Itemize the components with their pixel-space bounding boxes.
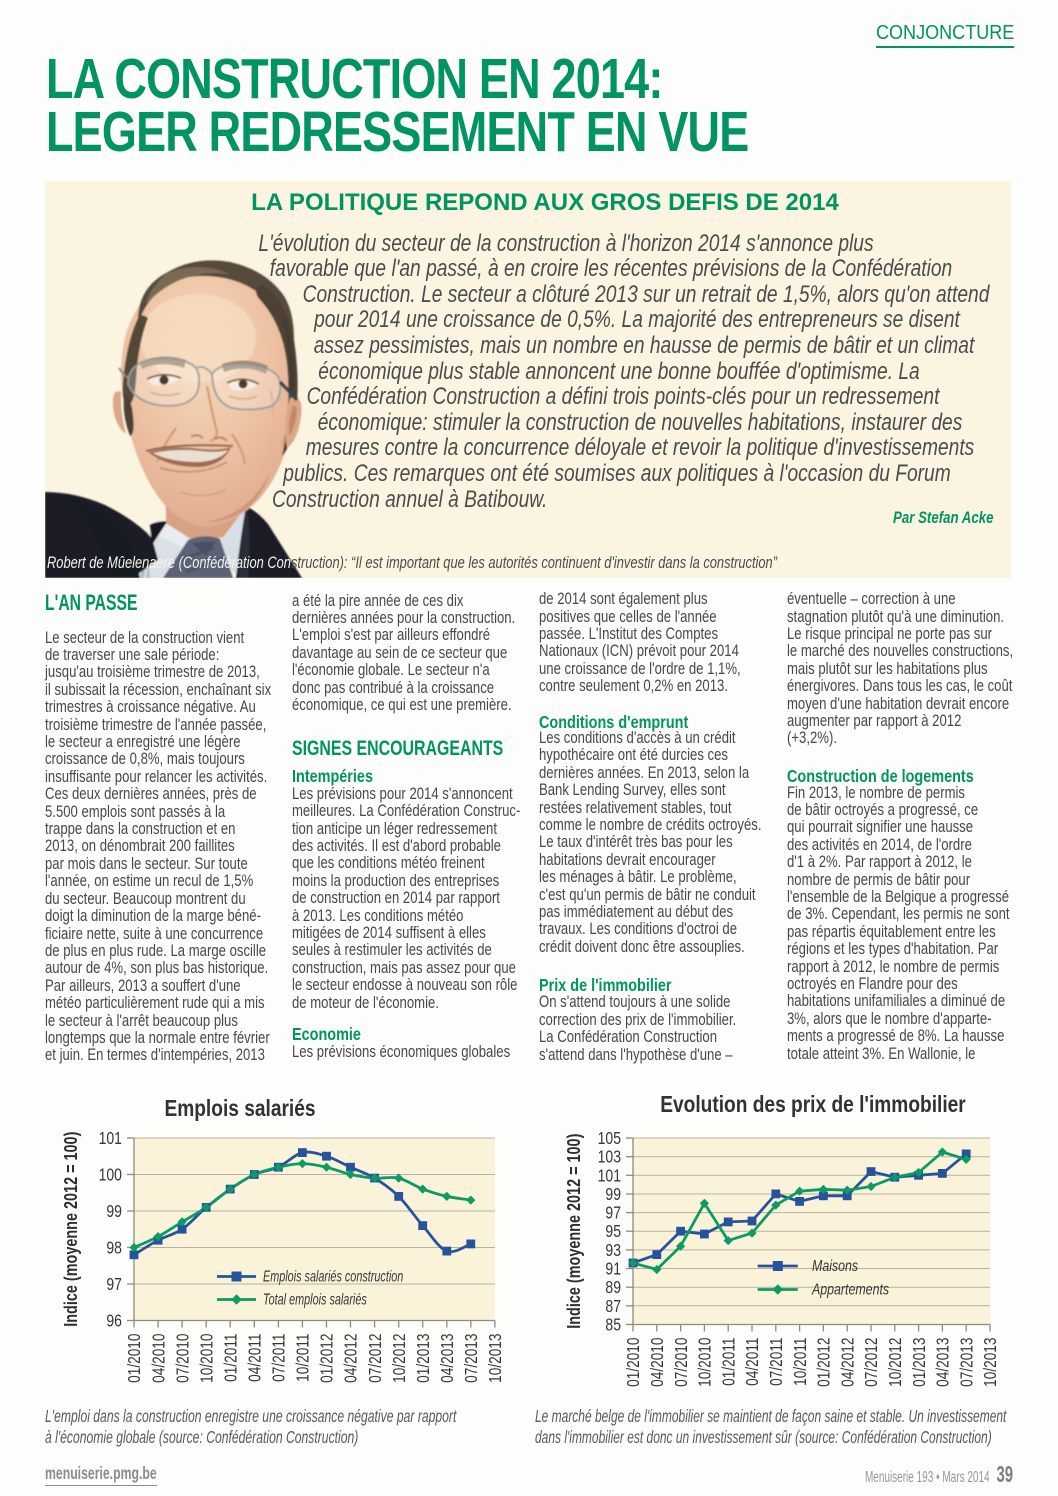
svg-text:93: 93 bbox=[605, 1240, 621, 1260]
svg-text:04/2012: 04/2012 bbox=[839, 1338, 858, 1387]
svg-text:98: 98 bbox=[106, 1238, 122, 1258]
svg-text:10/2012: 10/2012 bbox=[887, 1338, 906, 1387]
svg-text:10/2011: 10/2011 bbox=[791, 1338, 810, 1386]
svg-text:04/2013: 04/2013 bbox=[439, 1333, 458, 1383]
svg-text:96: 96 bbox=[106, 1311, 122, 1331]
svg-text:10/2012: 10/2012 bbox=[390, 1334, 409, 1383]
svg-text:85: 85 bbox=[605, 1315, 621, 1335]
svg-text:01/2010: 01/2010 bbox=[126, 1333, 145, 1383]
svg-text:07/2012: 07/2012 bbox=[863, 1338, 882, 1387]
svg-text:Emplois salariés construction: Emplois salariés construction bbox=[263, 1268, 403, 1285]
svg-text:01/2012: 01/2012 bbox=[318, 1334, 337, 1383]
svg-text:10/2013: 10/2013 bbox=[982, 1337, 1001, 1387]
svg-text:01/2013: 01/2013 bbox=[414, 1333, 433, 1383]
svg-text:07/2013: 07/2013 bbox=[958, 1337, 977, 1387]
svg-text:100: 100 bbox=[99, 1165, 122, 1185]
svg-text:01/2011: 01/2011 bbox=[222, 1334, 241, 1382]
svg-text:Emplois salariés: Emplois salariés bbox=[164, 1095, 315, 1121]
svg-text:01/2011: 01/2011 bbox=[720, 1338, 739, 1386]
svg-text:101: 101 bbox=[99, 1128, 122, 1148]
svg-text:01/2012: 01/2012 bbox=[815, 1338, 834, 1387]
svg-text:Appartements: Appartements bbox=[811, 1280, 889, 1298]
svg-text:99: 99 bbox=[106, 1201, 122, 1221]
svg-text:Evolution des prix de l'immobi: Evolution des prix de l'immobilier bbox=[660, 1091, 966, 1117]
svg-text:89: 89 bbox=[605, 1278, 621, 1298]
svg-text:91: 91 bbox=[605, 1259, 621, 1279]
svg-text:95: 95 bbox=[605, 1222, 621, 1242]
svg-text:87: 87 bbox=[605, 1296, 621, 1316]
svg-text:07/2013: 07/2013 bbox=[463, 1333, 482, 1383]
svg-text:Maisons: Maisons bbox=[812, 1257, 858, 1275]
svg-text:105: 105 bbox=[598, 1128, 621, 1148]
svg-text:10/2010: 10/2010 bbox=[696, 1337, 715, 1387]
svg-text:10/2010: 10/2010 bbox=[198, 1333, 217, 1383]
svg-text:04/2013: 04/2013 bbox=[934, 1337, 953, 1387]
svg-text:Total emplois salariés: Total emplois salariés bbox=[263, 1291, 367, 1308]
svg-text:04/2010: 04/2010 bbox=[150, 1333, 169, 1383]
svg-text:04/2011: 04/2011 bbox=[246, 1334, 265, 1382]
svg-text:07/2010: 07/2010 bbox=[672, 1337, 691, 1387]
svg-text:04/2012: 04/2012 bbox=[342, 1334, 361, 1383]
svg-text:103: 103 bbox=[598, 1147, 621, 1167]
svg-text:01/2010: 01/2010 bbox=[625, 1337, 644, 1387]
svg-text:Indice (moyenne 2012 = 100): Indice (moyenne 2012 = 100) bbox=[60, 1132, 81, 1327]
svg-text:07/2011: 07/2011 bbox=[270, 1334, 289, 1382]
svg-text:01/2013: 01/2013 bbox=[910, 1337, 929, 1387]
svg-text:07/2010: 07/2010 bbox=[174, 1333, 193, 1383]
svg-text:101: 101 bbox=[598, 1166, 621, 1186]
svg-text:10/2011: 10/2011 bbox=[294, 1334, 313, 1382]
svg-text:97: 97 bbox=[106, 1274, 122, 1294]
svg-text:97: 97 bbox=[605, 1203, 621, 1223]
svg-text:07/2011: 07/2011 bbox=[768, 1338, 787, 1386]
svg-text:07/2012: 07/2012 bbox=[366, 1334, 385, 1383]
svg-text:Indice (moyenne 2012 = 100): Indice (moyenne 2012 = 100) bbox=[563, 1134, 584, 1329]
svg-text:04/2010: 04/2010 bbox=[649, 1337, 668, 1387]
svg-text:10/2013: 10/2013 bbox=[487, 1333, 506, 1383]
svg-text:04/2011: 04/2011 bbox=[744, 1338, 763, 1386]
svg-text:99: 99 bbox=[605, 1184, 621, 1204]
